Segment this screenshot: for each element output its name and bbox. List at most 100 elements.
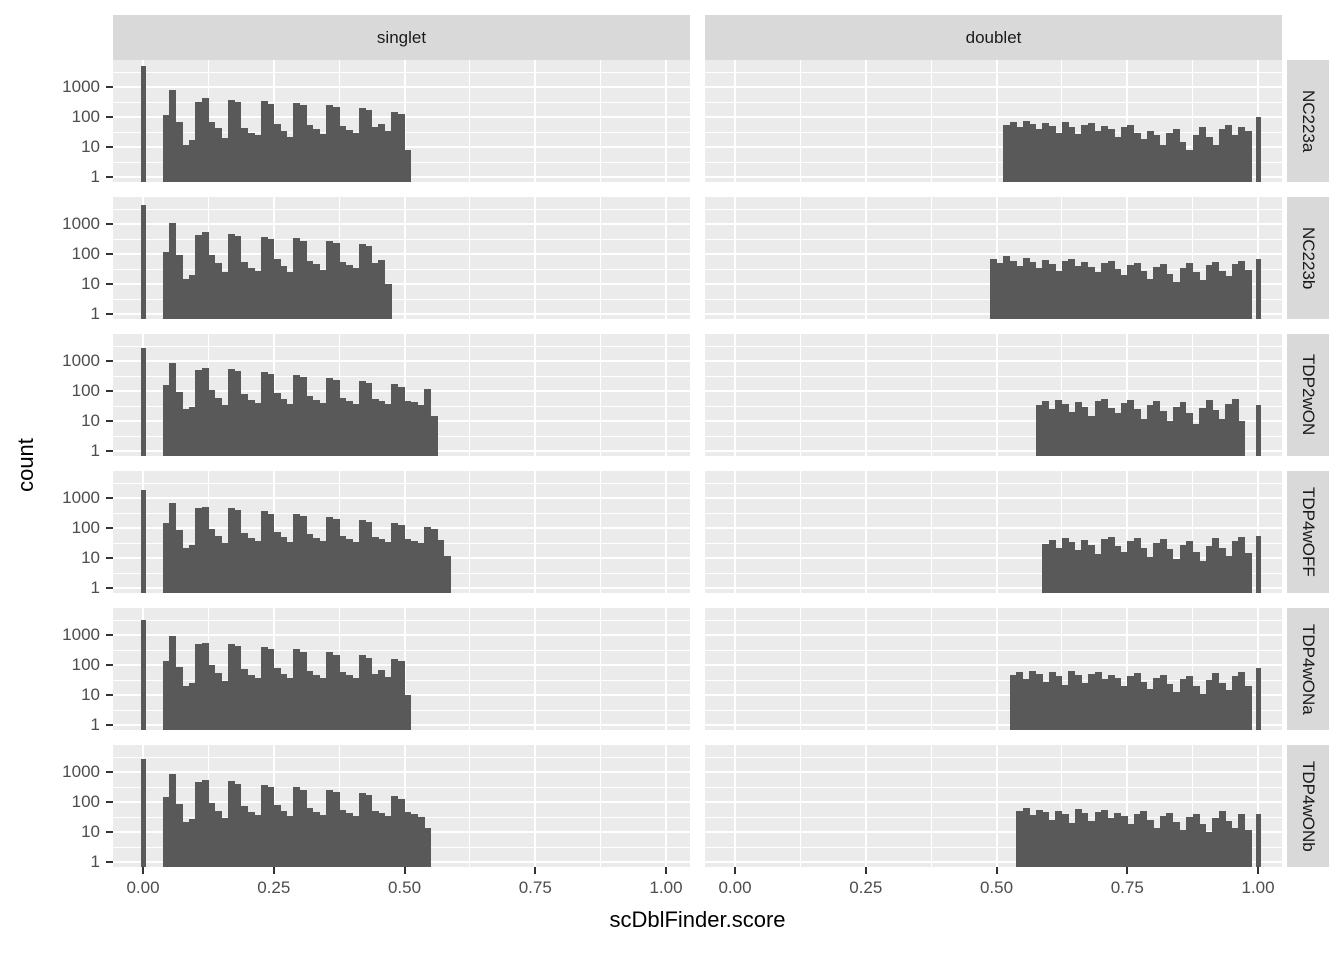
histogram-bar bbox=[208, 389, 216, 456]
histogram-bar bbox=[371, 673, 379, 730]
gridline-minor-v bbox=[1061, 471, 1063, 593]
histogram-bar bbox=[254, 135, 262, 182]
histogram-bar bbox=[227, 781, 235, 867]
histogram-bar bbox=[352, 132, 360, 182]
histogram-bar bbox=[241, 668, 248, 730]
gridline-minor-v bbox=[799, 608, 801, 730]
histogram-bar bbox=[299, 241, 307, 319]
histogram-bar bbox=[1088, 123, 1095, 182]
histogram-bar bbox=[162, 251, 170, 319]
histogram-bar bbox=[1127, 265, 1135, 319]
gridline-major-h bbox=[705, 664, 1282, 666]
histogram-bar bbox=[1173, 691, 1180, 730]
histogram-bar bbox=[169, 502, 177, 593]
histogram-bar bbox=[1035, 128, 1043, 182]
gridline-major-v bbox=[665, 197, 667, 319]
histogram-bar bbox=[306, 808, 314, 867]
gridline-minor-h bbox=[113, 298, 690, 300]
histogram-bar bbox=[1114, 678, 1122, 730]
histogram-bar bbox=[1042, 812, 1050, 867]
gridline-major-v bbox=[1257, 334, 1259, 456]
histogram-bar bbox=[221, 272, 229, 319]
histogram-bar bbox=[397, 113, 405, 182]
histogram-bar bbox=[1133, 409, 1141, 456]
histogram-bar bbox=[162, 384, 170, 456]
histogram-bar bbox=[286, 136, 294, 182]
histogram-bar bbox=[267, 374, 275, 456]
histogram-bar bbox=[214, 672, 222, 730]
histogram-bar bbox=[1094, 553, 1102, 593]
gridline-major-v bbox=[665, 608, 667, 730]
y-tick-label: 10 bbox=[81, 548, 100, 567]
histogram-bar bbox=[1238, 537, 1246, 593]
histogram-bar bbox=[1133, 538, 1141, 593]
histogram-bar bbox=[175, 530, 183, 593]
gridline-minor-h bbox=[705, 435, 1282, 437]
histogram-bar bbox=[1094, 811, 1102, 867]
y-tick-mark bbox=[106, 420, 113, 422]
x-tick-label: 0.50 bbox=[387, 878, 422, 897]
histogram-bar bbox=[214, 397, 222, 456]
gridline-minor-v bbox=[1192, 60, 1194, 182]
y-tick-label: 10 bbox=[81, 411, 100, 430]
histogram-bar bbox=[352, 268, 360, 319]
histogram-bar bbox=[358, 655, 366, 730]
histogram-bar bbox=[1153, 266, 1161, 319]
histogram-bar bbox=[299, 105, 307, 182]
gridline-minor-v bbox=[799, 60, 801, 182]
x-tick-label: 1.00 bbox=[649, 878, 683, 897]
gridline-minor-h bbox=[113, 649, 690, 651]
histogram-bar bbox=[162, 522, 170, 593]
score-spike-bar bbox=[1255, 535, 1261, 593]
score-spike-bar bbox=[1255, 404, 1261, 456]
gridline-minor-h bbox=[705, 649, 1282, 651]
histogram-bar bbox=[273, 805, 281, 867]
y-tick-label: 100 bbox=[71, 107, 100, 126]
histogram-bar bbox=[188, 819, 196, 867]
histogram-bar bbox=[1179, 679, 1187, 730]
histogram-bar bbox=[365, 795, 373, 867]
histogram-bar bbox=[1042, 122, 1050, 182]
histogram-bar bbox=[188, 406, 196, 456]
x-tick-mark bbox=[403, 867, 406, 874]
histogram-bar bbox=[267, 787, 275, 867]
histogram-bar bbox=[293, 649, 301, 730]
gridline-major-h bbox=[705, 771, 1282, 773]
histogram-bar bbox=[221, 137, 229, 182]
histogram-bar bbox=[1094, 272, 1102, 319]
gridline-major-v bbox=[534, 608, 537, 730]
histogram-bar bbox=[319, 814, 327, 867]
histogram-bar bbox=[1133, 813, 1141, 867]
histogram-bar bbox=[1048, 264, 1056, 319]
histogram-bar bbox=[378, 669, 386, 730]
histogram-bar bbox=[1179, 544, 1187, 593]
histogram-bar bbox=[1199, 824, 1207, 867]
x-tick-label: 0.25 bbox=[257, 878, 291, 897]
x-tick-mark bbox=[995, 867, 998, 874]
gridline-minor-h bbox=[113, 786, 690, 788]
histogram-bar bbox=[326, 516, 333, 593]
histogram-bar bbox=[1159, 410, 1167, 456]
histogram-bar bbox=[175, 803, 183, 867]
histogram-bar bbox=[1212, 672, 1220, 730]
histogram-bar bbox=[195, 644, 203, 730]
gridline-minor-h bbox=[113, 375, 690, 377]
gridline-minor-v bbox=[1061, 608, 1063, 730]
histogram-bar bbox=[306, 534, 314, 593]
histogram-bar bbox=[1081, 261, 1089, 319]
histogram-bar bbox=[1146, 130, 1154, 182]
gridline-major-v bbox=[1126, 197, 1129, 319]
histogram-bar bbox=[1244, 269, 1252, 319]
histogram-bar bbox=[1225, 276, 1233, 319]
histogram-bar bbox=[286, 403, 294, 456]
histogram-bar bbox=[1022, 678, 1030, 730]
gridline-major-h bbox=[113, 223, 690, 225]
y-tick-mark bbox=[106, 771, 113, 773]
histogram-bar bbox=[1107, 128, 1115, 182]
histogram-bar bbox=[1212, 817, 1220, 867]
histogram-bar bbox=[1088, 673, 1095, 730]
histogram-bar bbox=[1035, 809, 1043, 867]
histogram-bar bbox=[443, 555, 451, 593]
histogram-bar bbox=[1088, 266, 1095, 319]
histogram-bar bbox=[1101, 539, 1109, 593]
